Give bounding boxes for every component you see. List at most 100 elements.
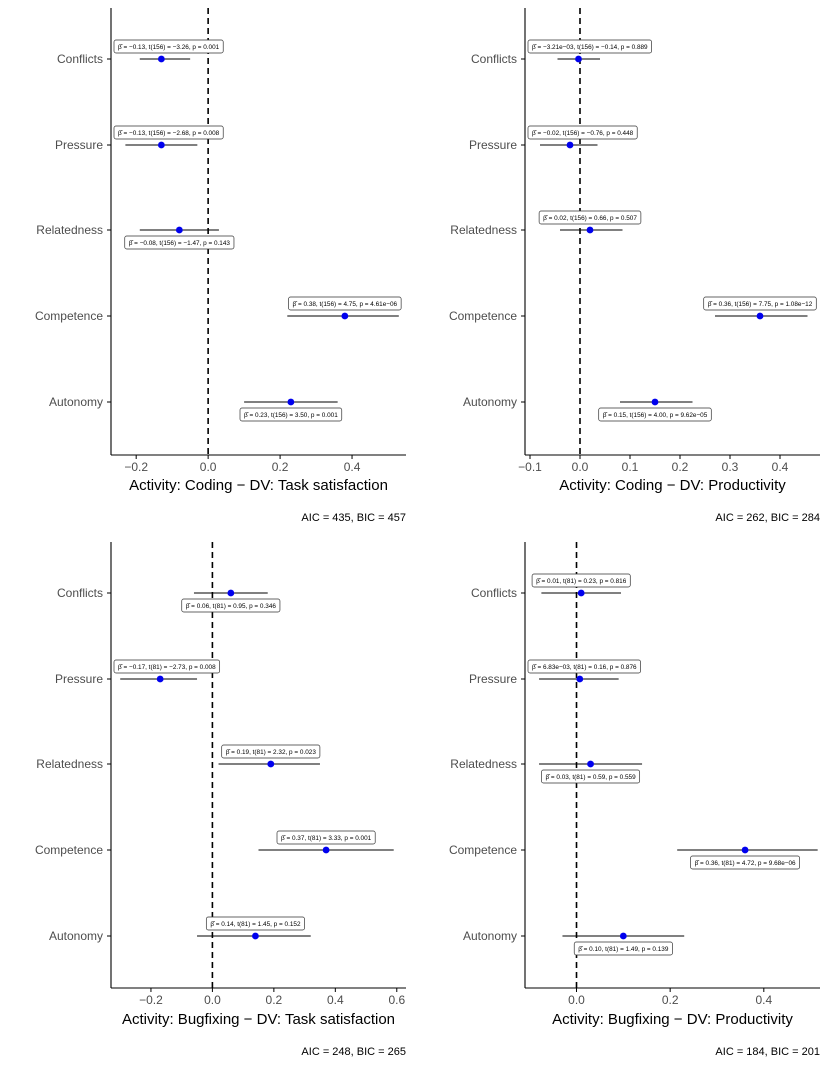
annotation-box — [113, 39, 224, 54]
y-tick-label-relatedness: Relatedness — [450, 223, 517, 237]
annotation-box — [531, 573, 631, 588]
y-tick-label-conflicts: Conflicts — [57, 52, 103, 66]
x-tick-label: 0.4 — [327, 993, 344, 1007]
x-axis-label: Activity: Coding − DV: Task satisfaction — [129, 477, 388, 494]
annotation-text: β̂ = −0.17, t(81) = −2.73, p = 0.008 — [118, 664, 216, 671]
annotation-box — [703, 296, 817, 311]
x-tick-label: −0.2 — [139, 993, 163, 1007]
estimate-annotation: β̂ = 0.06, t(81) = 0.95, p = 0.346 — [181, 598, 281, 613]
estimate-point-competence — [322, 846, 330, 854]
x-tick-label: 0.0 — [200, 460, 217, 474]
annotation-box — [527, 39, 652, 54]
y-tick-label-competence: Competence — [449, 843, 517, 857]
annotation-text: β̂ = 0.14, t(81) = 1.45, p = 0.152 — [210, 921, 301, 928]
estimate-point-pressure — [156, 675, 164, 683]
y-tick-label-pressure: Pressure — [469, 672, 517, 686]
annotation-text: β̂ = 0.01, t(81) = 0.23, p = 0.816 — [536, 578, 627, 585]
annotation-text: β̂ = 0.36, t(156) = 7.75, p = 1.08e−12 — [708, 301, 813, 308]
x-tick-label: 0.2 — [266, 993, 283, 1007]
annotation-box — [541, 769, 641, 784]
annotation-box — [573, 941, 673, 956]
estimate-point-pressure — [576, 675, 584, 683]
annotation-box — [221, 744, 321, 759]
x-axis-label: Activity: Bugfixing − DV: Task satisfact… — [122, 1011, 395, 1028]
annotation-text: β̂ = 6.83e−03, t(81) = 0.16, p = 0.876 — [532, 664, 637, 671]
y-tick-label-pressure: Pressure — [469, 138, 517, 152]
x-axis-label: Activity: Bugfixing − DV: Productivity — [552, 1011, 793, 1028]
x-tick-label: −0.2 — [124, 460, 148, 474]
annotation-text: β̂ = 0.06, t(81) = 0.95, p = 0.346 — [186, 603, 277, 610]
estimate-point-competence — [741, 846, 749, 854]
estimate-annotation: β̂ = −0.17, t(81) = −2.73, p = 0.008 — [113, 659, 221, 674]
annotation-box — [124, 235, 235, 250]
fit-statistics: AIC = 262, BIC = 284 — [715, 512, 820, 524]
annotation-text: β̂ = −0.13, t(156) = −2.68, p = 0.008 — [118, 130, 220, 137]
estimate-point-pressure — [157, 141, 165, 149]
fit-statistics: AIC = 184, BIC = 201 — [715, 1046, 820, 1058]
y-tick-label-conflicts: Conflicts — [471, 52, 517, 66]
estimate-annotation: β̂ = −0.08, t(156) = −1.47, p = 0.143 — [124, 235, 235, 250]
x-tick-label: 0.0 — [568, 993, 585, 1007]
annotation-text: β̂ = 0.19, t(81) = 2.32, p = 0.023 — [226, 749, 317, 756]
x-tick-label: 0.2 — [672, 460, 689, 474]
annotation-text: β̂ = 0.38, t(156) = 4.75, p = 4.61e−06 — [293, 301, 398, 308]
estimate-annotation: β̂ = 0.10, t(81) = 1.49, p = 0.139 — [573, 941, 673, 956]
y-tick-label-relatedness: Relatedness — [36, 223, 103, 237]
y-tick-label-conflicts: Conflicts — [471, 586, 517, 600]
annotation-box — [598, 407, 712, 422]
x-tick-label: 0.2 — [662, 993, 679, 1007]
estimate-annotation: β̂ = 0.03, t(81) = 0.59, p = 0.559 — [541, 769, 641, 784]
x-axis-label: Activity: Coding − DV: Productivity — [559, 477, 786, 494]
estimate-point-autonomy — [651, 398, 659, 406]
fit-statistics: AIC = 248, BIC = 265 — [301, 1046, 406, 1058]
estimate-annotation: β̂ = 0.23, t(156) = 3.50, p = 0.001 — [239, 407, 343, 422]
y-tick-label-competence: Competence — [35, 843, 103, 857]
estimate-point-pressure — [566, 141, 574, 149]
x-tick-label: 0.0 — [204, 993, 221, 1007]
annotation-box — [239, 407, 343, 422]
estimate-point-autonomy — [619, 932, 627, 940]
x-tick-label: 0.6 — [388, 993, 405, 1007]
estimate-point-competence — [756, 312, 764, 320]
annotation-text: β̂ = −0.02, t(156) = −0.76, p = 0.448 — [532, 130, 634, 137]
y-tick-label-autonomy: Autonomy — [49, 395, 103, 409]
y-tick-label-relatedness: Relatedness — [450, 757, 517, 771]
annotation-box — [276, 830, 376, 845]
estimate-point-autonomy — [287, 398, 295, 406]
annotation-text: β̂ = 0.23, t(156) = 3.50, p = 0.001 — [244, 412, 338, 419]
estimate-point-relatedness — [175, 226, 183, 234]
estimate-annotation: β̂ = 0.15, t(156) = 4.00, p = 9.62e−05 — [598, 407, 712, 422]
annotation-text: β̂ = 0.03, t(81) = 0.59, p = 0.559 — [545, 774, 636, 781]
y-tick-label-autonomy: Autonomy — [49, 929, 103, 943]
annotation-text: β̂ = 0.36, t(81) = 4.72, p = 9.68e−06 — [695, 860, 796, 867]
x-tick-label: 0.0 — [572, 460, 589, 474]
estimate-point-autonomy — [252, 932, 259, 940]
estimate-point-conflicts — [575, 55, 582, 63]
estimate-annotation: β̂ = 0.01, t(81) = 0.23, p = 0.816 — [531, 573, 631, 588]
x-tick-label: 0.4 — [344, 460, 361, 474]
x-tick-label: 0.4 — [772, 460, 789, 474]
estimate-annotation: β̂ = 0.14, t(81) = 1.45, p = 0.152 — [205, 916, 305, 931]
panel-4: 0.0 0.2 0.4 Conflicts β̂ = 0.01, t(81) = 0.2… — [449, 542, 820, 1058]
x-tick-label: −0.1 — [518, 460, 542, 474]
annotation-box — [538, 210, 642, 225]
y-tick-label-pressure: Pressure — [55, 138, 103, 152]
estimate-point-conflicts — [227, 589, 235, 597]
estimate-annotation: β̂ = −3.21e−03, t(156) = −0.14, p = 0.88… — [527, 39, 652, 54]
estimate-annotation: β̂ = 0.37, t(81) = 3.33, p = 0.001 — [276, 830, 376, 845]
annotation-box — [113, 125, 224, 140]
annotation-text: β̂ = −0.08, t(156) = −1.47, p = 0.143 — [129, 240, 231, 247]
annotation-text: β̂ = −3.21e−03, t(156) = −0.14, p = 0.88… — [532, 44, 648, 51]
annotation-box — [205, 916, 305, 931]
annotation-box — [527, 659, 641, 674]
estimate-annotation: β̂ = −0.13, t(156) = −3.26, p = 0.001 — [113, 39, 224, 54]
estimate-point-conflicts — [577, 589, 585, 597]
annotation-text: β̂ = 0.10, t(81) = 1.49, p = 0.139 — [578, 946, 669, 953]
x-tick-label: 0.3 — [722, 460, 739, 474]
y-tick-label-autonomy: Autonomy — [463, 929, 517, 943]
x-tick-label: 0.1 — [622, 460, 639, 474]
estimate-annotation: β̂ = 6.83e−03, t(81) = 0.16, p = 0.876 — [527, 659, 641, 674]
estimate-point-relatedness — [587, 760, 594, 768]
panel-3: −0.2 0.0 0.2 0.4 0.6 Conflicts β̂ = 0.06, t(81… — [35, 542, 406, 1058]
